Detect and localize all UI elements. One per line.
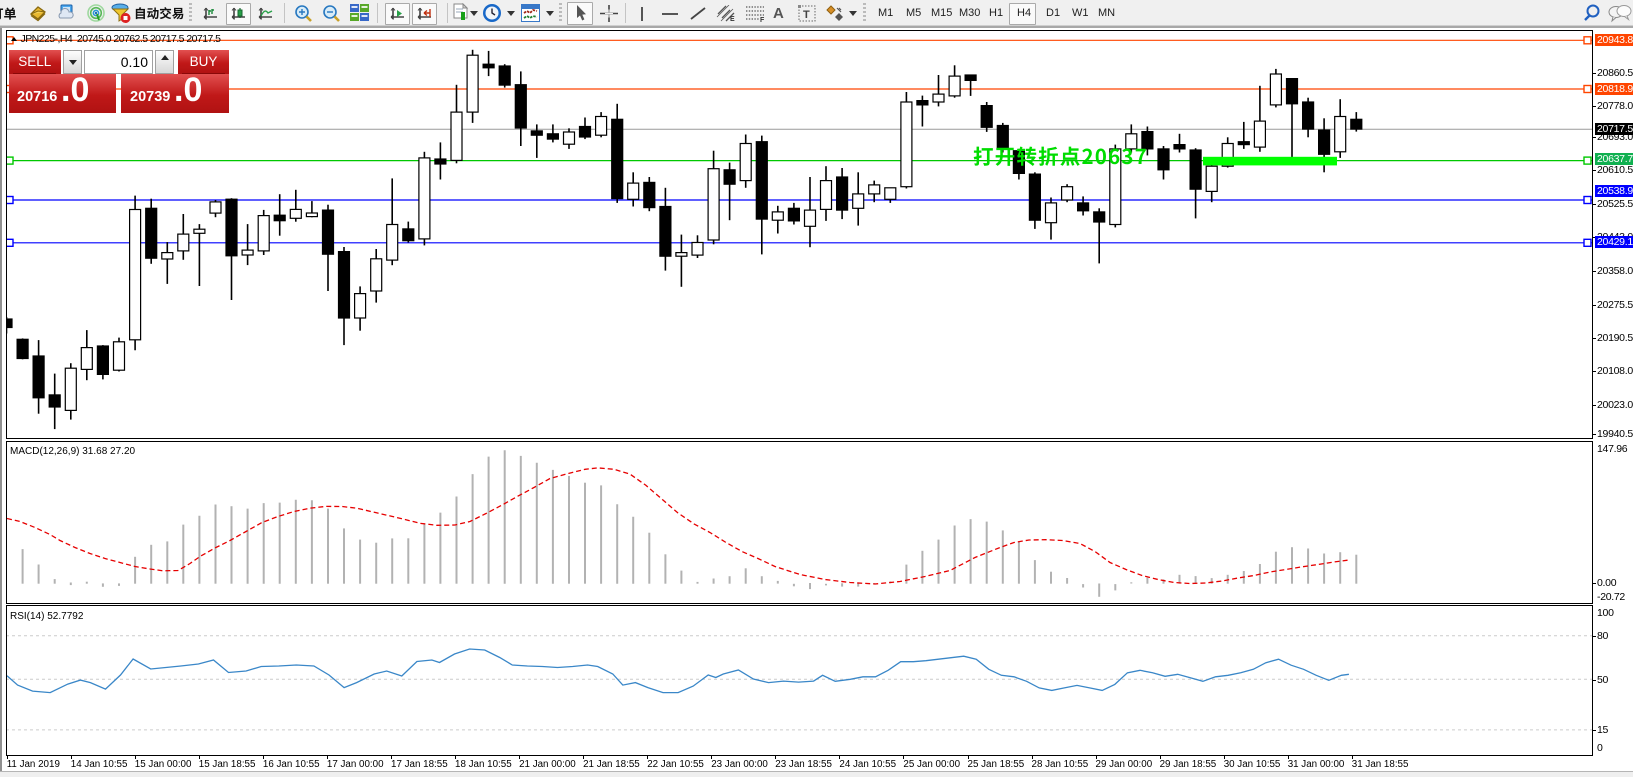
- svg-text:F: F: [760, 17, 765, 22]
- svg-text:E: E: [730, 16, 735, 22]
- svg-text:T: T: [803, 9, 810, 21]
